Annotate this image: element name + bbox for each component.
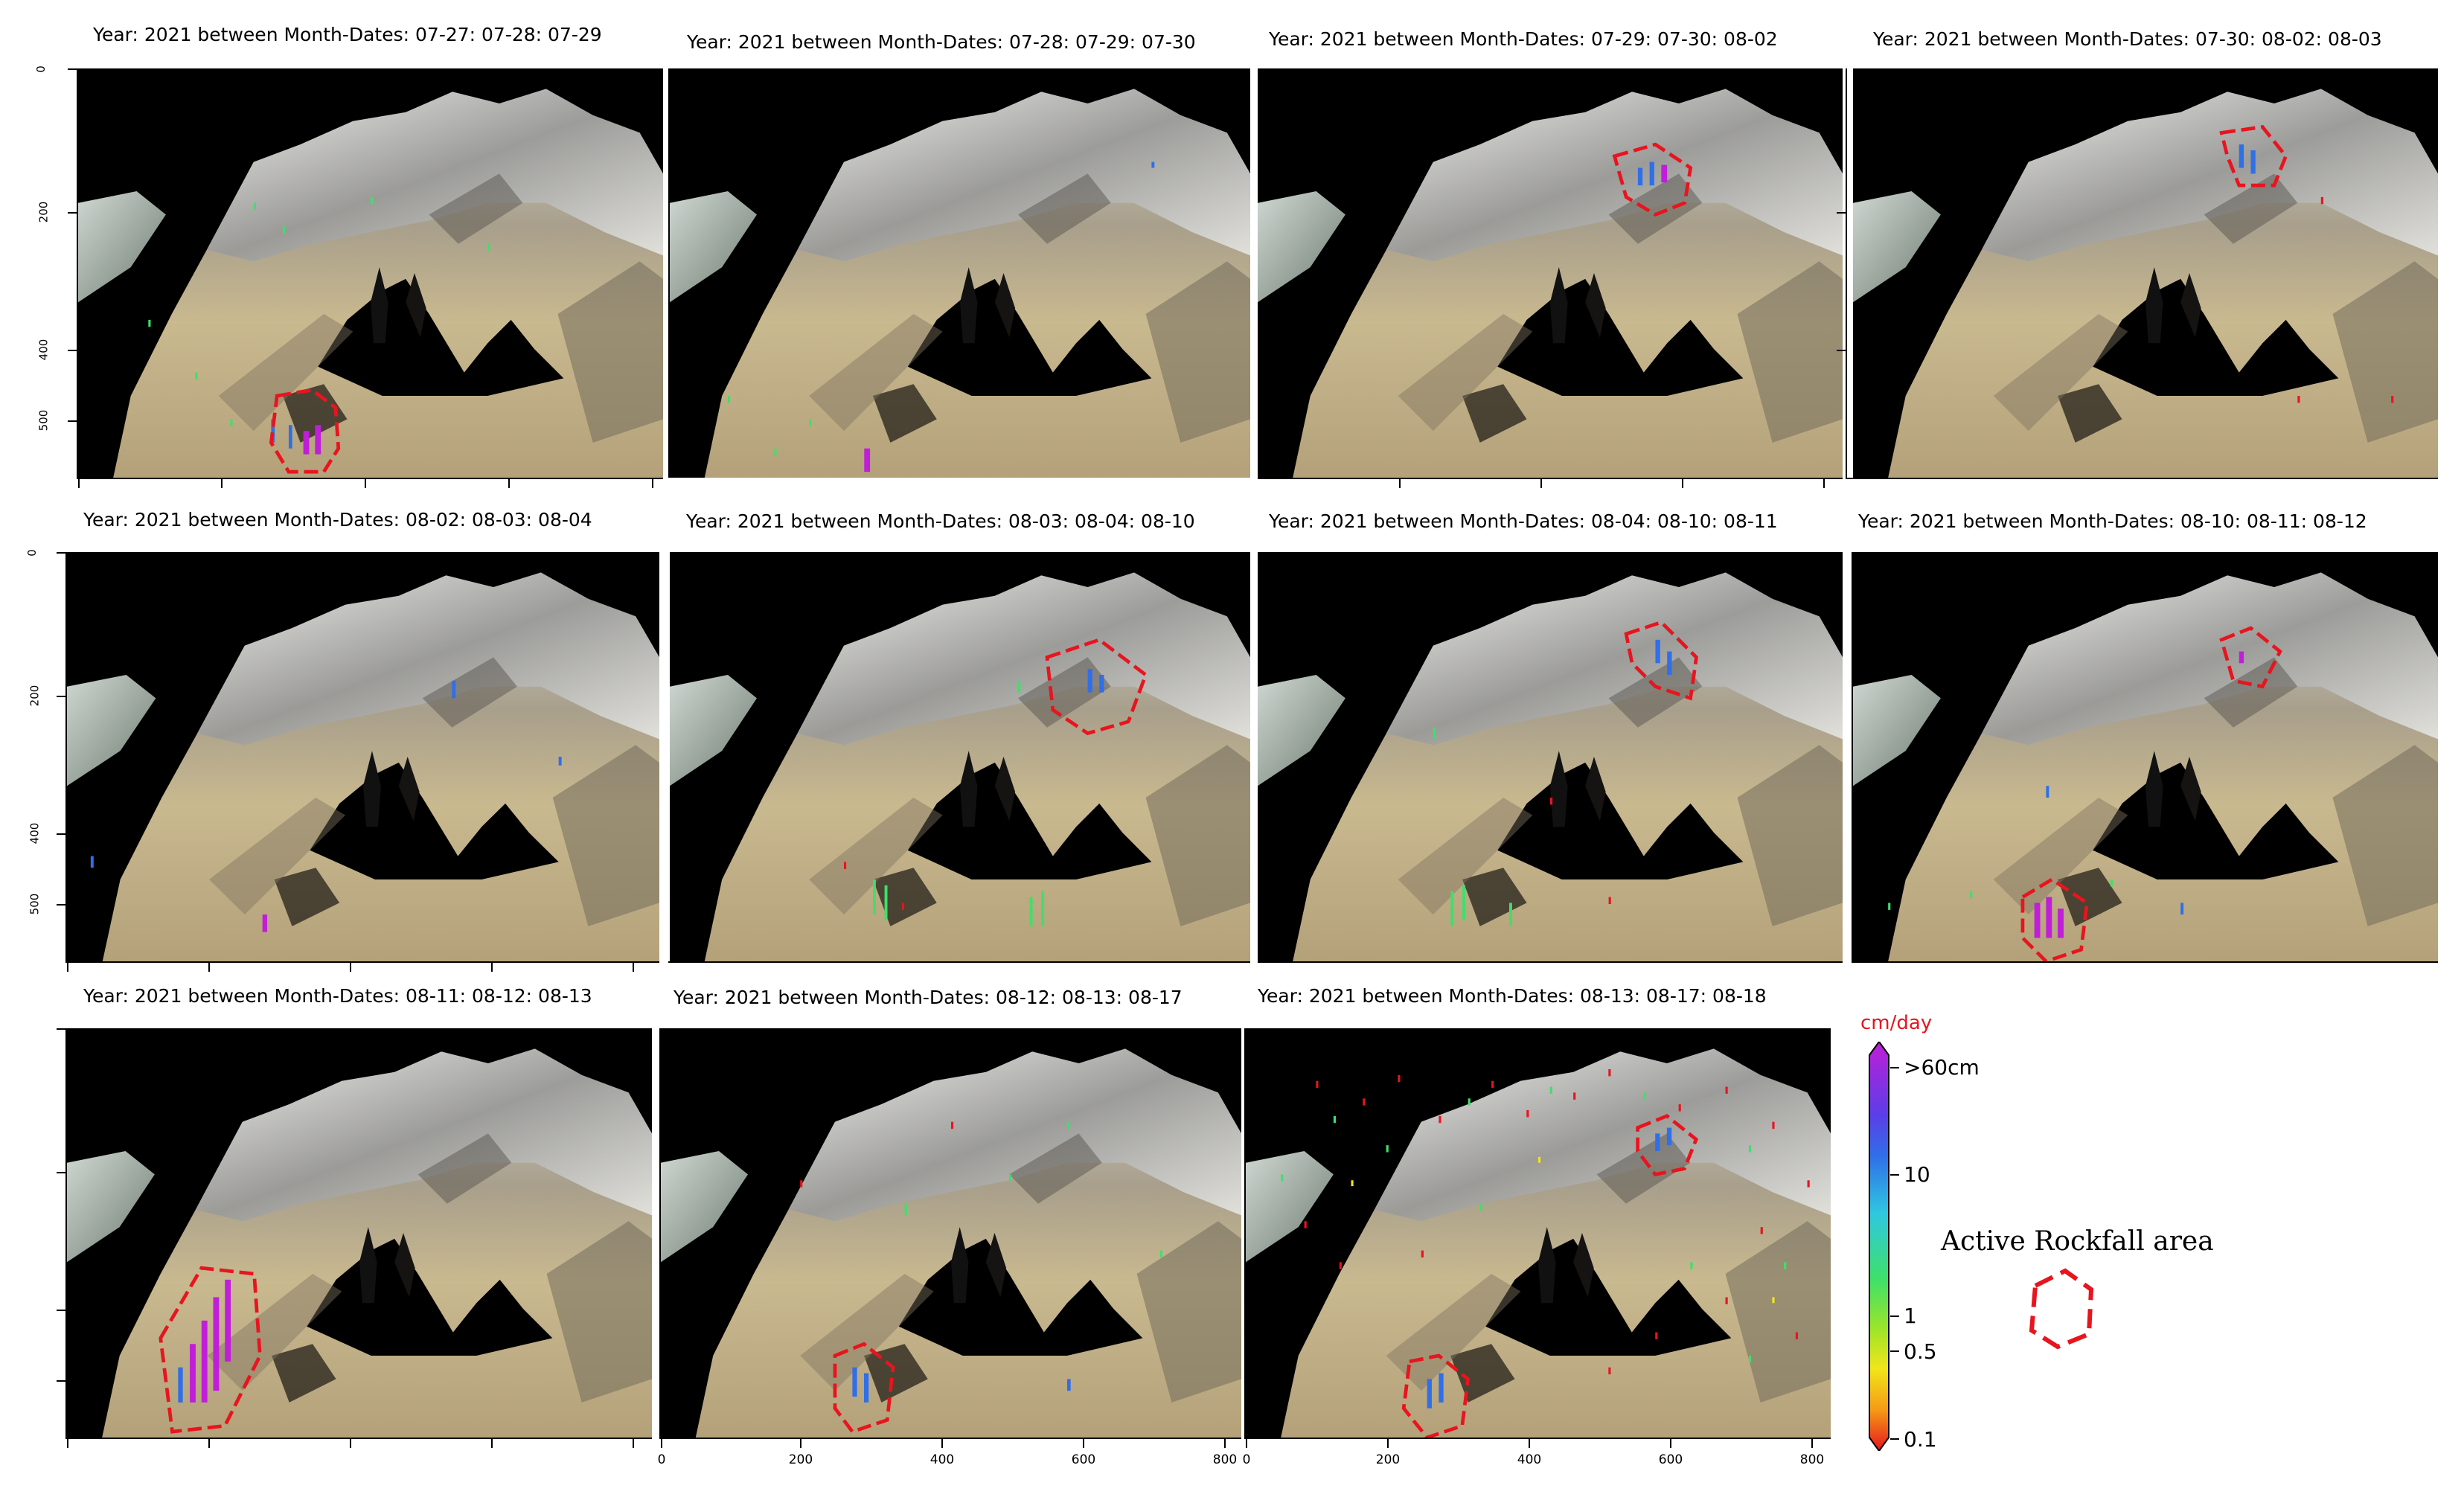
rockfall-outline — [1624, 620, 1699, 701]
panel-title: Year: 2021 between Month-Dates: 08-04: 0… — [1269, 510, 1778, 532]
satellite-image — [1853, 552, 2438, 961]
panel-title: Year: 2021 between Month-Dates: 07-30: 0… — [1873, 28, 2382, 50]
rockfall-outline — [1612, 142, 1693, 217]
colorbar-label-1: 1 — [1904, 1304, 1917, 1328]
satellite-image — [1853, 68, 2438, 478]
rockfall-outline — [2020, 877, 2089, 961]
panel-10: Year: 2021 between Month-Dates: 08-12: 0… — [655, 982, 1250, 1503]
colorbar: cm/day >60cm 10 1 0.5 0.1 — [1860, 1012, 2084, 1488]
rockfall-outline — [1401, 1353, 1471, 1438]
legend-label: Active Rockfall area — [1941, 1226, 2214, 1257]
satellite-image — [1258, 552, 1843, 961]
panel-title: Year: 2021 between Month-Dates: 08-11: 0… — [83, 985, 592, 1007]
panel-1: Year: 2021 between Month-Dates: 07-27: 0… — [0, 0, 670, 506]
rockfall-outline — [833, 1342, 895, 1434]
panel-title: Year: 2021 between Month-Dates: 08-02: 0… — [83, 509, 592, 531]
satellite-image — [1246, 1028, 1831, 1438]
colorbar-label-max: >60cm — [1904, 1055, 1980, 1080]
panel-title: Year: 2021 between Month-Dates: 08-03: 0… — [686, 510, 1195, 532]
colorbar-label-10: 10 — [1904, 1162, 1930, 1187]
panel-6: Year: 2021 between Month-Dates: 08-03: 0… — [662, 506, 1265, 982]
panel-5: Year: 2021 between Month-Dates: 08-02: 0… — [0, 506, 670, 982]
satellite-image — [67, 552, 659, 961]
colorbar-gradient — [1869, 1042, 1889, 1451]
satellite-image — [67, 1028, 652, 1438]
colorbar-label-0-5: 0.5 — [1904, 1339, 1937, 1364]
panel-8: Year: 2021 between Month-Dates: 08-10: 0… — [1846, 506, 2464, 982]
panel-7: Year: 2021 between Month-Dates: 08-04: 0… — [1258, 506, 1853, 982]
rockfall-outline — [2219, 626, 2282, 689]
panel-title: Year: 2021 between Month-Dates: 08-10: 0… — [1858, 510, 2367, 532]
panel-4: Year: 2021 between Month-Dates: 07-30: 0… — [1837, 0, 2464, 506]
panel-title: Year: 2021 between Month-Dates: 07-27: 0… — [93, 24, 602, 45]
satellite-image — [661, 1028, 1241, 1438]
rockfall-outline — [2219, 125, 2288, 188]
panel-3: Year: 2021 between Month-Dates: 07-29: 0… — [1258, 0, 1853, 506]
panel-2: Year: 2021 between Month-Dates: 07-28: 0… — [662, 0, 1265, 506]
panel-title: Year: 2021 between Month-Dates: 08-12: 0… — [673, 987, 1183, 1008]
rockfall-outline — [269, 388, 341, 474]
rockfall-outline — [159, 1266, 262, 1434]
satellite-image — [670, 68, 1250, 478]
rockfall-outline — [1636, 1114, 1699, 1177]
panel-title: Year: 2021 between Month-Dates: 07-28: 0… — [687, 31, 1196, 53]
satellite-image — [1258, 68, 1843, 478]
satellite-image — [78, 68, 663, 478]
panel-11: Year: 2021 between Month-Dates: 08-13: 0… — [1243, 982, 1838, 1503]
rockfall-outline — [1045, 638, 1148, 736]
colorbar-label-min: 0.1 — [1904, 1427, 1937, 1452]
panel-9: Year: 2021 between Month-Dates: 08-11: 0… — [0, 982, 662, 1503]
panel-title: Year: 2021 between Month-Dates: 08-13: 0… — [1258, 985, 1767, 1007]
panel-title: Year: 2021 between Month-Dates: 07-29: 0… — [1269, 28, 1778, 50]
legend-rockfall-icon — [2029, 1268, 2094, 1350]
colorbar-unit: cm/day — [1860, 1012, 1933, 1034]
satellite-image — [670, 552, 1250, 961]
